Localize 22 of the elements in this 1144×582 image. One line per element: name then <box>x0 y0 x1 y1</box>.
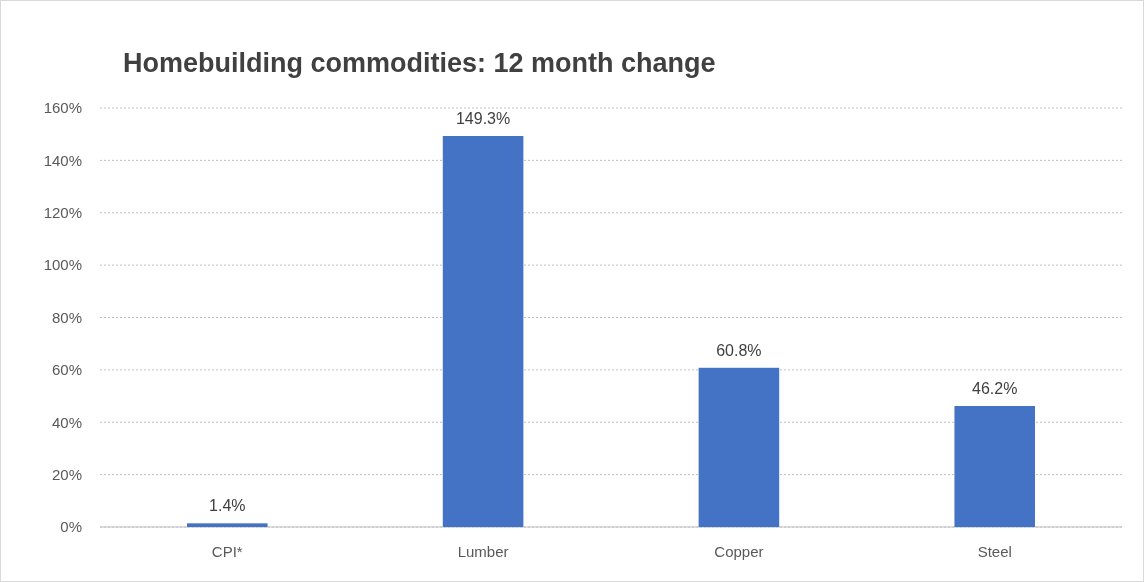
bar <box>442 136 524 527</box>
y-tick-label: 20% <box>51 465 82 483</box>
y-tick-label: 0% <box>60 518 82 536</box>
y-tick-label: 40% <box>51 413 82 431</box>
x-tick-label: CPI* <box>211 543 243 560</box>
y-tick-label: 80% <box>51 308 82 326</box>
y-tick-label: 60% <box>51 361 82 379</box>
bar <box>698 367 780 527</box>
bar <box>954 406 1036 527</box>
y-tick-label: 100% <box>43 256 82 274</box>
y-tick-label: 120% <box>43 204 82 221</box>
x-tick-label: Lumber <box>457 543 509 560</box>
y-tick-label: 140% <box>43 151 82 169</box>
chart-title: Homebuilding commodities: 12 month change <box>123 48 716 78</box>
data-label: 149.3% <box>455 110 511 128</box>
data-label: 60.8% <box>716 341 762 359</box>
data-label: 1.4% <box>209 497 246 515</box>
data-label: 46.2% <box>972 380 1018 398</box>
x-tick-label: Steel <box>977 543 1012 560</box>
bar <box>186 523 268 527</box>
x-tick-label: Copper <box>714 543 764 560</box>
y-tick-label: 160% <box>43 99 82 117</box>
